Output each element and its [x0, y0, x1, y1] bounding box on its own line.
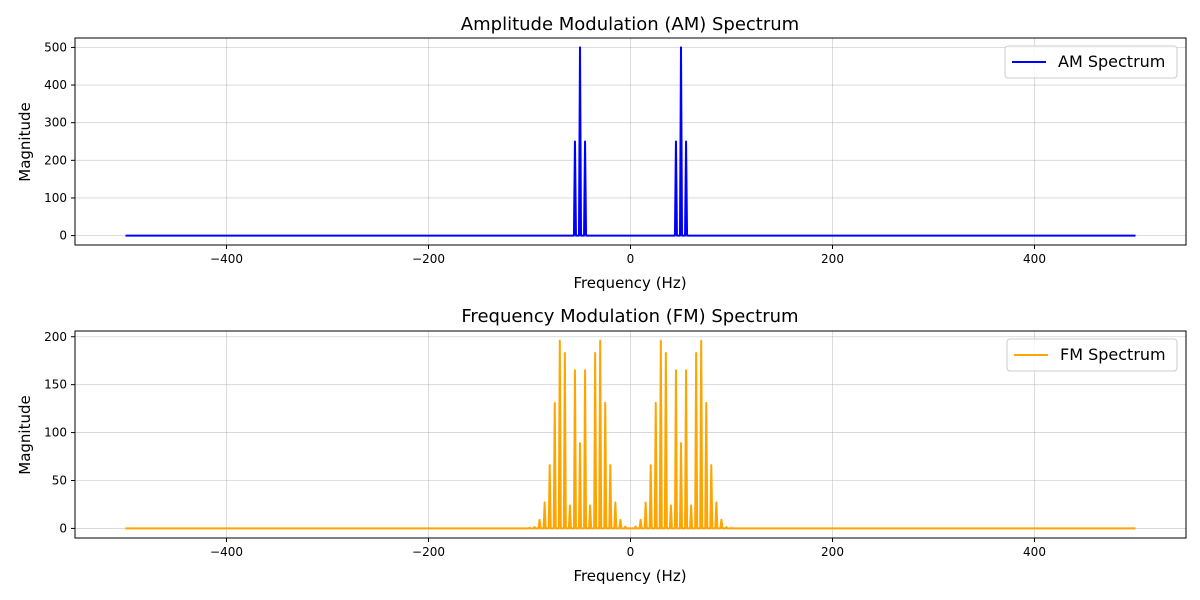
am-y-ticks: 0 100 200 300 400 500 — [44, 40, 75, 243]
fm-x-tick-label: 400 — [1023, 545, 1046, 559]
am-spectrum-panel: Amplitude Modulation (AM) Spectrum −400−… — [16, 14, 1187, 292]
am-legend: AM Spectrum — [1004, 45, 1178, 79]
fm-legend-label: FM Spectrum — [1060, 345, 1166, 364]
am-y-tick-label: 400 — [44, 78, 67, 92]
am-x-tick-label: 0 — [627, 252, 635, 266]
am-y-tick-label: 0 — [59, 229, 67, 243]
am-y-tick-label: 500 — [44, 40, 67, 54]
fm-series — [125, 339, 1136, 530]
fm-x-tick-label: −200 — [412, 545, 445, 559]
am-y-tick-label: 100 — [44, 191, 67, 205]
am-x-ticks: −400 −200 0 200 400 — [210, 245, 1046, 266]
fm-chart-title: Frequency Modulation (FM) Spectrum — [461, 306, 798, 327]
am-series — [125, 46, 1136, 237]
am-x-tick-label: 200 — [821, 252, 844, 266]
am-x-tick-label: 400 — [1023, 252, 1046, 266]
am-y-tick-label: 300 — [44, 116, 67, 130]
fm-y-tick-label: 100 — [44, 426, 67, 440]
fm-legend: FM Spectrum — [1006, 338, 1178, 372]
fm-y-tick-label: 150 — [44, 378, 67, 392]
am-x-tick-label: −200 — [412, 252, 445, 266]
fm-x-axis-label: Frequency (Hz) — [573, 567, 686, 585]
am-legend-label: AM Spectrum — [1058, 52, 1165, 71]
fm-x-tick-label: −400 — [210, 545, 243, 559]
fm-x-tick-label: 200 — [821, 545, 844, 559]
am-x-axis-label: Frequency (Hz) — [573, 274, 686, 292]
fm-x-ticks: −400 −200 0 200 400 — [210, 538, 1046, 559]
am-chart-title: Amplitude Modulation (AM) Spectrum — [461, 14, 799, 35]
fm-y-tick-label: 50 — [52, 474, 67, 488]
am-y-tick-label: 200 — [44, 153, 67, 167]
fm-y-ticks: 0 50 100 150 200 — [44, 330, 75, 535]
am-y-axis-label: Magnitude — [16, 102, 34, 181]
fm-x-tick-label: 0 — [627, 545, 635, 559]
am-legend-box — [1004, 45, 1178, 79]
fm-y-axis-label: Magnitude — [16, 395, 34, 474]
fm-spectrum-line — [125, 339, 1136, 530]
fm-y-tick-label: 0 — [59, 521, 67, 535]
fm-spectrum-panel: Frequency Modulation (FM) Spectrum −400−… — [16, 306, 1187, 585]
am-spectrum-line — [125, 46, 1136, 237]
fm-legend-box — [1006, 338, 1178, 372]
am-x-tick-label: −400 — [210, 252, 243, 266]
fm-y-tick-label: 200 — [44, 330, 67, 344]
